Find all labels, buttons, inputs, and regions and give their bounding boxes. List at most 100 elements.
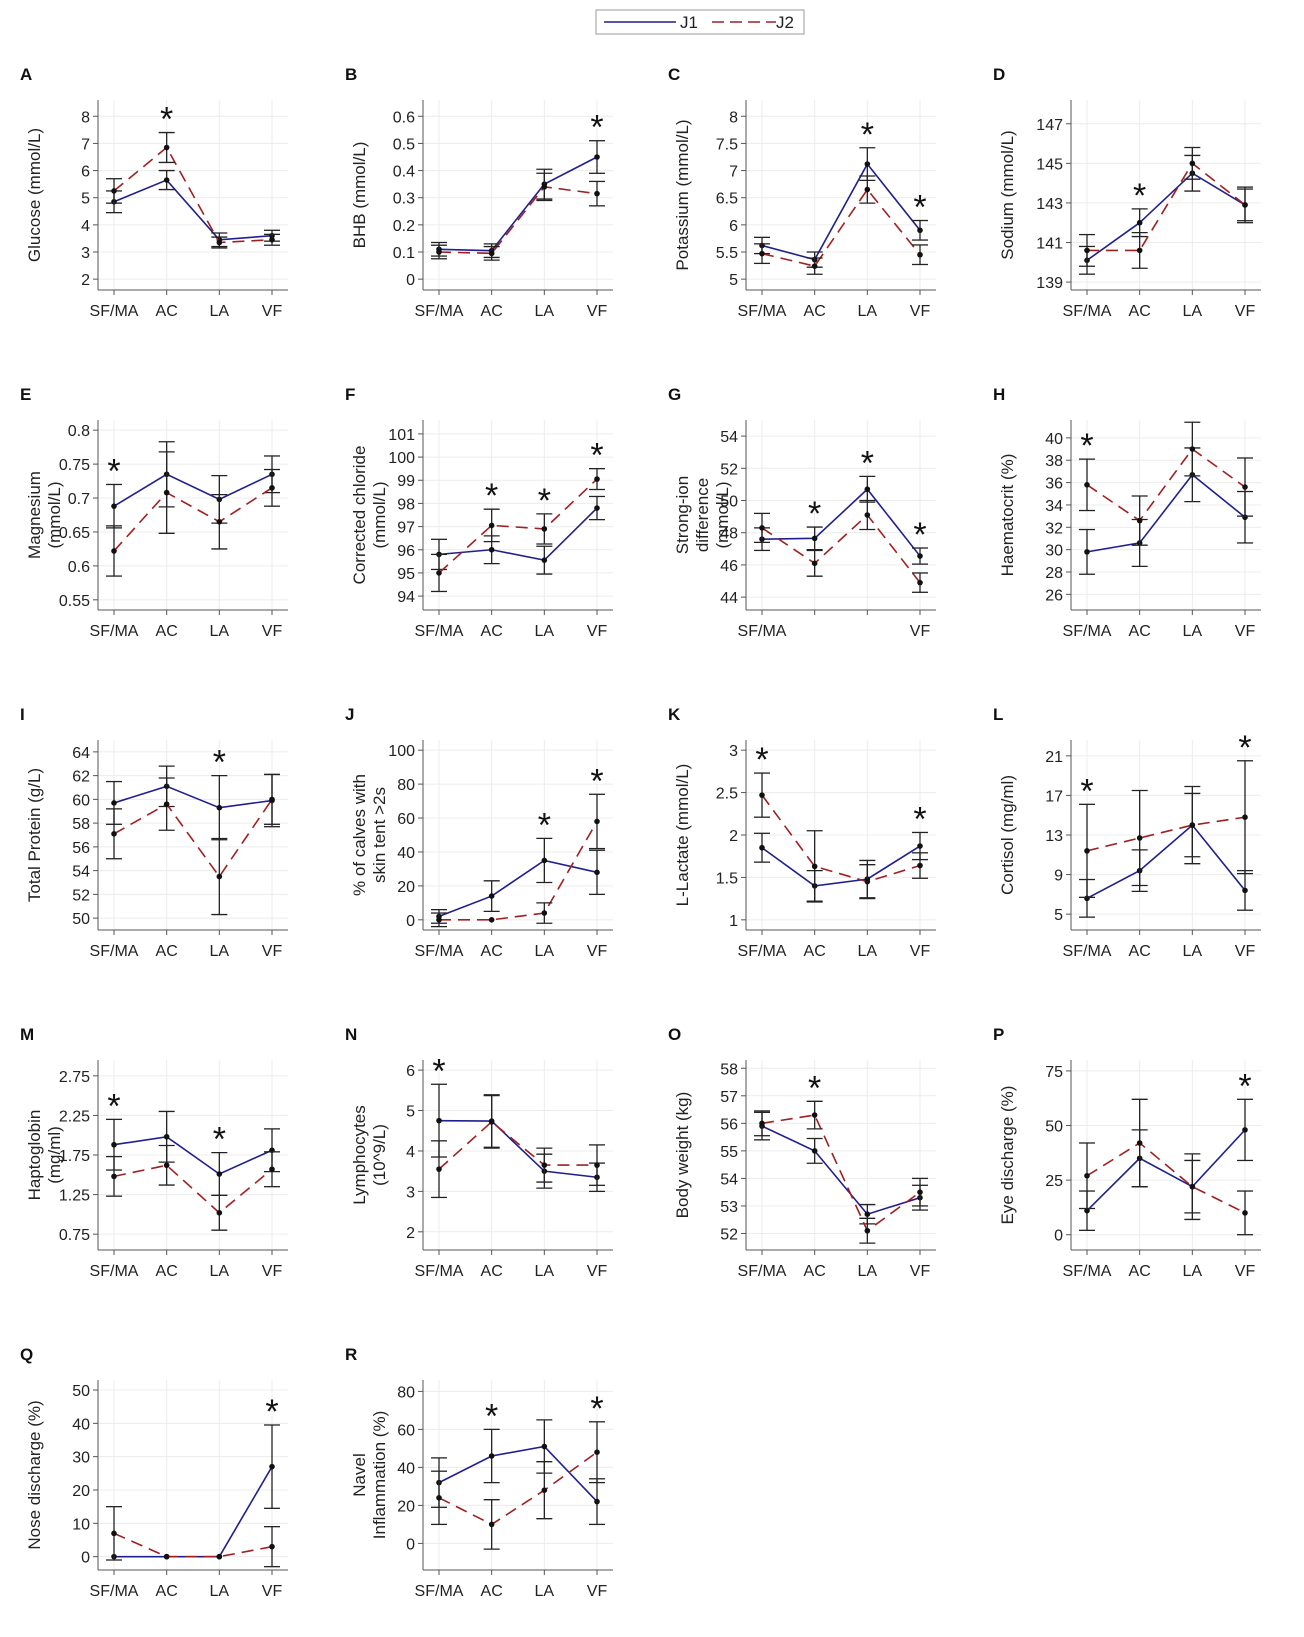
significance-asterisk: * [1080,427,1093,465]
data-point-j2 [1136,835,1143,841]
y-tick-label: 97 [397,520,415,537]
y-tick-label: 99 [397,473,415,490]
series-line-j1 [113,785,273,809]
y-axis-title: (mmol/L) [45,481,64,548]
y-tick-label: 5 [1054,907,1063,924]
data-point-j2 [269,1543,275,1550]
data-point-j2 [1084,247,1090,254]
series-line-j2 [761,794,921,883]
legend-label-j1: J1 [680,13,698,32]
y-tick-label: 50 [720,494,738,511]
x-tick-label: SF/MA [90,1263,139,1280]
x-tick-label: LA [535,623,555,640]
x-tick-label: LA [858,1263,878,1280]
data-point-j2 [1084,1172,1090,1179]
panel-letter: O [668,1025,681,1044]
y-tick-label: 7.5 [716,136,738,153]
significance-asterisk: * [590,762,603,800]
x-tick-label: VF [262,303,283,320]
data-point-j2 [917,1189,923,1195]
x-tick-label: SF/MA [90,623,139,640]
series-line-j1 [438,156,598,252]
x-tick-label: SF/MA [90,1583,139,1600]
y-tick-label: 54 [72,864,90,881]
y-axis-title: Potassium (mmol/L) [673,119,692,270]
data-point-j1 [1084,1207,1090,1214]
series-line-j2 [113,146,273,244]
data-point-j2 [594,818,600,825]
y-tick-label: 28 [1045,565,1063,582]
x-tick-label: VF [262,1583,283,1600]
data-point-j2 [917,251,923,258]
data-point-j2 [111,1530,117,1537]
data-point-j2 [1136,1140,1143,1146]
y-tick-label: 98 [397,496,415,513]
data-point-j1 [594,1498,600,1505]
data-point-j1 [1136,219,1143,226]
data-point-j2 [1189,1183,1196,1190]
data-point-j1 [163,177,170,183]
x-tick-label: VF [587,943,608,960]
data-point-j2 [163,801,170,807]
data-point-j1 [488,546,495,553]
data-point-j2 [111,548,117,554]
data-point-j2 [436,249,442,255]
y-tick-label: 94 [397,589,415,606]
x-tick-label: VF [587,303,608,320]
x-tick-label: LA [535,1263,555,1280]
y-tick-label: 60 [72,792,90,809]
x-tick-label: SF/MA [738,1263,787,1280]
series-line-j1 [1086,823,1246,900]
data-point-j1 [488,1453,495,1459]
data-point-j2 [216,239,223,246]
y-axis-title: skin tent >2s [370,787,389,883]
x-tick-label: VF [587,1263,608,1280]
data-point-j1 [1242,1127,1248,1133]
x-tick-label: AC [804,1263,826,1280]
panel-letter: P [993,1025,1004,1044]
y-tick-label: 145 [1036,156,1063,173]
panel-letter: M [20,1025,34,1044]
data-point-j2 [216,873,223,880]
data-point-j2 [269,485,275,491]
series-line-j1 [761,845,921,887]
data-point-j2 [488,1521,495,1528]
data-point-j1 [917,553,923,559]
y-tick-label: 6 [81,164,90,181]
y-tick-label: 56 [72,840,90,857]
y-tick-label: 62 [72,769,90,786]
y-axis-title: Glucose (mmol/L) [25,128,44,262]
data-point-j2 [864,878,871,885]
y-tick-label: 50 [72,1383,90,1400]
y-axis-title: Nose discharge (%) [25,1400,44,1549]
y-tick-label: 5 [406,1104,415,1121]
data-point-j1 [864,1211,871,1218]
data-point-j1 [917,843,923,849]
significance-asterisk: * [213,744,226,782]
panel-letter: H [993,385,1005,404]
y-tick-label: 2.25 [59,1108,90,1125]
x-tick-label: VF [262,623,283,640]
data-point-j2 [541,184,548,190]
x-tick-label: LA [210,1583,230,1600]
x-tick-label: SF/MA [1063,303,1112,320]
data-point-j2 [541,910,548,916]
significance-asterisk: * [265,1393,278,1431]
significance-asterisk: * [107,452,120,490]
data-point-j1 [811,535,818,542]
series-line-j1 [438,1445,598,1503]
y-axis-title: Corrected chloride [350,446,369,585]
data-point-j2 [163,1553,170,1560]
y-tick-label: 38 [1045,453,1063,470]
data-point-j2 [811,863,818,870]
y-tick-label: 25 [1045,1173,1063,1190]
x-tick-label: VF [587,1583,608,1600]
y-axis-title: Lymphocytes [350,1105,369,1205]
data-point-j1 [759,844,765,851]
y-tick-label: 20 [72,1483,90,1500]
y-tick-label: 58 [720,1061,738,1078]
y-tick-label: 40 [72,1416,90,1433]
y-tick-label: 21 [1045,749,1063,766]
x-tick-label: AC [481,943,503,960]
